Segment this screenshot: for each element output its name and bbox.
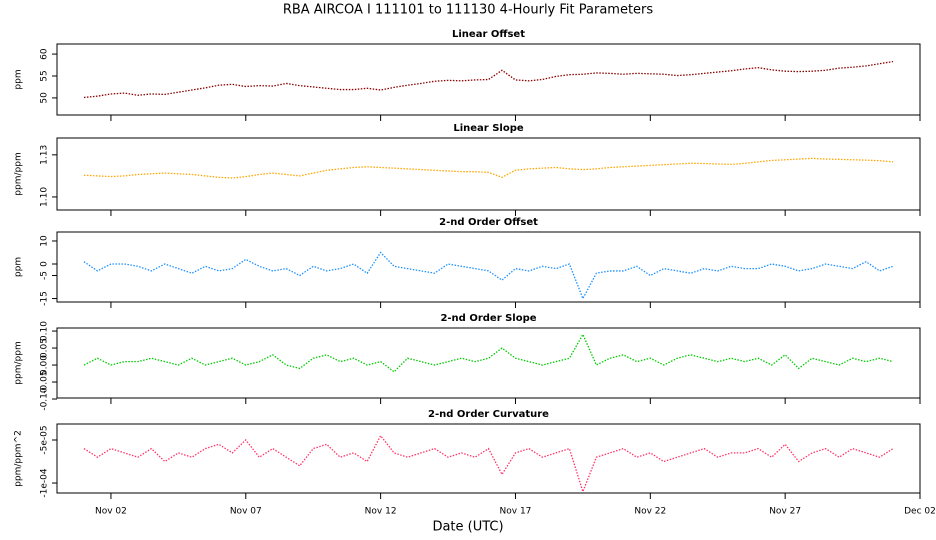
- panel-title: Linear Slope: [453, 123, 524, 134]
- y-tick-label: 50: [40, 92, 50, 104]
- y-tick-label: 1.13: [40, 145, 50, 165]
- panel-title: 2-nd Order Offset: [439, 217, 538, 228]
- y-axis-label: ppm/ppm: [14, 341, 24, 384]
- y-tick-label: 0.05: [40, 338, 50, 358]
- y-tick-label: 55: [40, 70, 50, 81]
- y-tick-label: 1.10: [40, 187, 50, 207]
- y-axis-label: ppm/ppm^2: [14, 430, 24, 487]
- plot-frame: [56, 43, 921, 116]
- data-line: [83, 333, 894, 373]
- y-tick-label: -15: [40, 291, 50, 306]
- y-tick-label: 60: [40, 48, 50, 60]
- y-tick-label: -5: [40, 271, 50, 280]
- y-tick-label: -5e-05: [40, 425, 50, 454]
- plot-frame: [56, 327, 921, 399]
- y-tick-label: 0: [40, 261, 50, 267]
- x-tick-label: Nov 22: [634, 507, 666, 517]
- panel-title: Linear Offset: [452, 29, 525, 40]
- panel-title: 2-nd Order Slope: [440, 313, 536, 324]
- y-tick-label: 0.10: [40, 321, 50, 341]
- plot-frame: [56, 137, 921, 211]
- chart-title: RBA AIRCOA I 111101 to 111130 4-Hourly F…: [283, 3, 654, 18]
- y-axis-label: ppm: [14, 257, 24, 277]
- y-axis-label: ppm: [14, 69, 24, 89]
- x-axis-label: Date (UTC): [432, 520, 503, 535]
- plot-frame: [56, 423, 921, 494]
- data-line: [83, 251, 894, 301]
- y-tick-label: -1e-04: [40, 468, 50, 497]
- panel-title: 2-nd Order Curvature: [428, 409, 549, 420]
- x-tick-label: Nov 27: [769, 507, 801, 517]
- x-tick-label: Dec 02: [904, 507, 936, 517]
- data-line: [83, 434, 894, 494]
- x-tick-label: Nov 07: [230, 507, 262, 517]
- y-tick-label: -0.10: [40, 387, 50, 411]
- plot-frame: [56, 231, 921, 303]
- y-tick-label: 0.00: [40, 355, 50, 375]
- x-tick-label: Nov 17: [500, 507, 532, 517]
- y-axis-label: ppm/ppm: [14, 152, 24, 195]
- data-line: [83, 157, 894, 179]
- y-tick-label: 10: [40, 235, 50, 247]
- data-line: [83, 60, 894, 99]
- x-tick-label: Nov 12: [365, 507, 397, 517]
- y-tick-label: -0.05: [40, 370, 50, 393]
- x-tick-label: Nov 02: [95, 507, 127, 517]
